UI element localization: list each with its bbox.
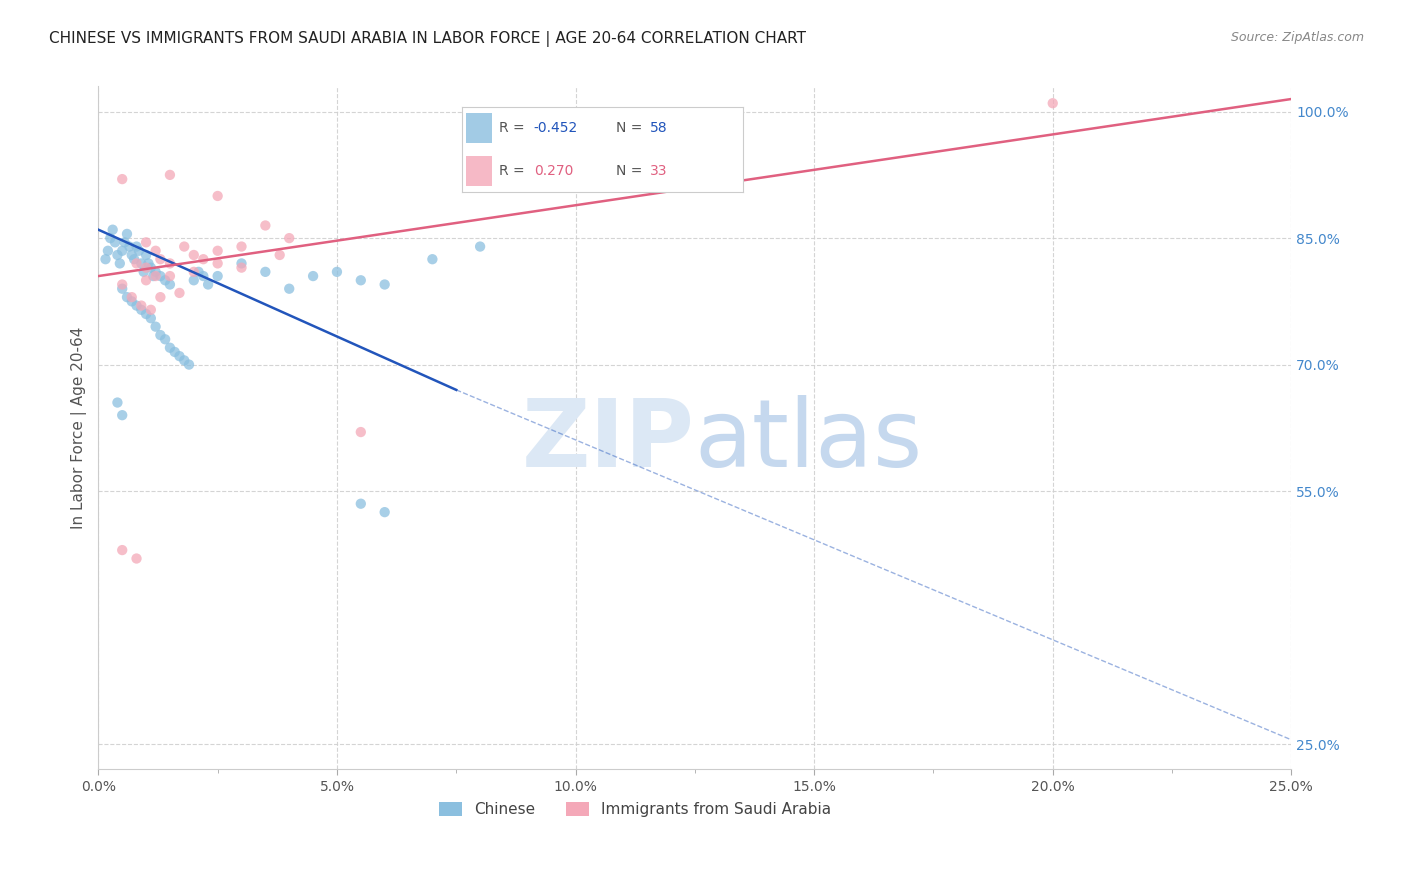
Legend: Chinese, Immigrants from Saudi Arabia: Chinese, Immigrants from Saudi Arabia: [433, 796, 838, 823]
Point: [254, 219, 277, 233]
Point: [159, 277, 181, 292]
Point: [183, 273, 205, 287]
Point: [374, 277, 396, 292]
Point: [231, 239, 253, 253]
Point: [207, 244, 229, 258]
Point: [207, 189, 229, 203]
Text: Source: ZipAtlas.com: Source: ZipAtlas.com: [1230, 31, 1364, 45]
Text: CHINESE VS IMMIGRANTS FROM SAUDI ARABIA IN LABOR FORCE | AGE 20-64 CORRELATION C: CHINESE VS IMMIGRANTS FROM SAUDI ARABIA …: [49, 31, 806, 47]
Point: [163, 345, 186, 359]
Point: [128, 244, 150, 258]
Point: [159, 168, 181, 182]
Point: [350, 425, 373, 439]
Point: [207, 268, 229, 283]
Point: [125, 256, 148, 270]
Point: [139, 311, 162, 326]
Point: [139, 302, 162, 317]
Point: [173, 239, 195, 253]
Point: [122, 252, 145, 267]
Point: [118, 239, 141, 253]
Point: [269, 248, 291, 262]
Point: [187, 265, 209, 279]
Point: [129, 256, 152, 270]
Point: [114, 235, 136, 250]
Point: [111, 408, 134, 422]
Point: [159, 341, 181, 355]
Point: [231, 256, 253, 270]
Point: [159, 256, 181, 270]
Point: [135, 307, 157, 321]
Point: [149, 252, 172, 267]
Text: atlas: atlas: [695, 395, 924, 488]
Point: [197, 277, 219, 292]
Point: [145, 265, 167, 279]
Point: [350, 273, 373, 287]
Point: [135, 248, 157, 262]
Point: [183, 265, 205, 279]
Point: [98, 231, 121, 245]
Point: [121, 248, 143, 262]
Point: [108, 256, 131, 270]
Point: [177, 358, 200, 372]
Point: [135, 235, 157, 250]
Point: [138, 256, 160, 270]
Point: [169, 285, 191, 300]
Point: [149, 268, 172, 283]
Point: [207, 256, 229, 270]
Point: [374, 505, 396, 519]
Point: [139, 260, 162, 275]
Point: [121, 294, 143, 309]
Point: [153, 273, 176, 287]
Point: [111, 277, 134, 292]
Point: [145, 319, 167, 334]
Point: [350, 497, 373, 511]
Point: [125, 239, 148, 253]
Point: [231, 260, 253, 275]
Point: [169, 349, 191, 363]
Point: [142, 268, 165, 283]
Point: [111, 172, 134, 186]
Point: [121, 290, 143, 304]
Point: [129, 302, 152, 317]
Point: [115, 290, 138, 304]
Point: [135, 260, 157, 275]
Point: [422, 252, 444, 267]
Point: [107, 395, 129, 409]
Point: [193, 268, 215, 283]
Point: [145, 268, 167, 283]
Point: [1042, 96, 1064, 111]
Point: [107, 248, 129, 262]
Point: [132, 265, 155, 279]
Point: [254, 265, 277, 279]
Point: [278, 231, 301, 245]
Point: [149, 328, 172, 343]
Point: [97, 244, 120, 258]
Text: ZIP: ZIP: [522, 395, 695, 488]
Point: [159, 268, 181, 283]
Y-axis label: In Labor Force | Age 20-64: In Labor Force | Age 20-64: [72, 326, 87, 529]
Point: [149, 290, 172, 304]
Point: [111, 543, 134, 558]
Point: [326, 265, 349, 279]
Point: [94, 252, 117, 267]
Point: [111, 282, 134, 296]
Point: [101, 223, 124, 237]
Point: [145, 244, 167, 258]
Point: [115, 227, 138, 241]
Point: [468, 239, 491, 253]
Point: [129, 299, 152, 313]
Point: [193, 252, 215, 267]
Point: [125, 299, 148, 313]
Point: [302, 268, 325, 283]
Point: [111, 244, 134, 258]
Point: [278, 282, 301, 296]
Point: [173, 353, 195, 368]
Point: [135, 273, 157, 287]
Point: [183, 248, 205, 262]
Point: [153, 332, 176, 346]
Point: [125, 551, 148, 566]
Point: [104, 235, 127, 250]
